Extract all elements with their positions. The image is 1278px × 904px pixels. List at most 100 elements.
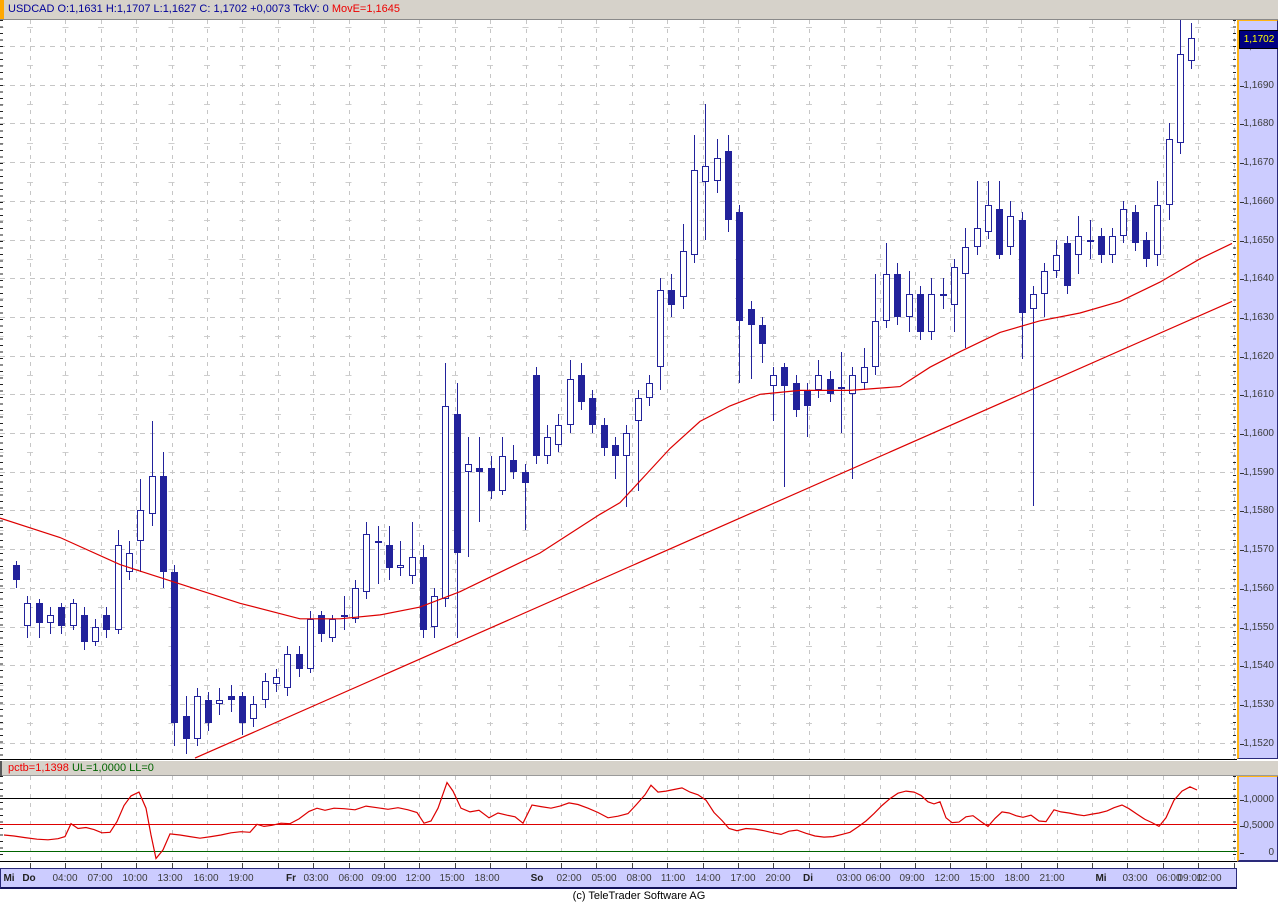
gridline-minor bbox=[0, 220, 1233, 222]
candle-body bbox=[1143, 239, 1150, 259]
time-axis-label: 09:00 bbox=[1177, 873, 1203, 884]
time-axis-day-label: Do bbox=[22, 873, 36, 884]
gridline-vertical bbox=[950, 776, 952, 860]
gridline-vertical bbox=[136, 20, 138, 759]
candle-wick bbox=[773, 367, 775, 422]
time-axis-label: 08:00 bbox=[626, 873, 652, 884]
time-tick bbox=[844, 863, 846, 868]
lower-level-text: LL=0 bbox=[129, 762, 154, 774]
price-axis-tick bbox=[1240, 356, 1244, 358]
time-tick bbox=[490, 863, 492, 868]
candle-body bbox=[984, 204, 992, 232]
candle-body bbox=[668, 289, 676, 306]
candle-body bbox=[826, 378, 834, 395]
active-symbol-marker-icon bbox=[0, 0, 4, 19]
candle-body bbox=[1154, 204, 1162, 255]
right-tick-column bbox=[1233, 776, 1236, 860]
gridline-vertical bbox=[30, 776, 31, 860]
price-axis[interactable]: 1,17001,16901,16801,16701,16601,16501,16… bbox=[1237, 20, 1278, 759]
price-axis-tick bbox=[1240, 627, 1244, 629]
gridline-vertical bbox=[1198, 776, 1200, 860]
gridline-minor bbox=[0, 65, 1233, 67]
gridline-vertical bbox=[844, 776, 846, 860]
symbol-ohlc-text: USDCAD O:1,1631 H:1,1707 L:1,1627 C: 1,1… bbox=[8, 3, 329, 15]
gridline-vertical bbox=[1056, 20, 1058, 759]
gridline-horizontal bbox=[0, 200, 1233, 202]
candle-body bbox=[532, 374, 540, 457]
price-axis-tick bbox=[1240, 472, 1244, 474]
candle-body bbox=[295, 653, 303, 670]
candle-body bbox=[871, 320, 879, 368]
gridline-vertical bbox=[561, 20, 562, 759]
time-axis-label: 13:00 bbox=[157, 873, 183, 884]
candle-body bbox=[996, 208, 1004, 255]
candle-body bbox=[69, 603, 77, 627]
gridline-minor bbox=[0, 568, 1233, 570]
time-axis-label: 04:00 bbox=[52, 873, 78, 884]
current-price-badge: 1,1702 bbox=[1239, 30, 1278, 50]
gridline-minor bbox=[0, 181, 1233, 183]
price-axis-label: 1,1610 bbox=[1243, 389, 1274, 401]
candle-body bbox=[193, 696, 201, 739]
indicator-panel-canvas[interactable] bbox=[0, 776, 1237, 860]
candle-body bbox=[623, 433, 631, 457]
indicator-axis-tick bbox=[1240, 799, 1244, 801]
candle-body bbox=[510, 460, 518, 472]
candle-body bbox=[962, 247, 970, 275]
candle-wick bbox=[468, 436, 469, 557]
candle-body bbox=[713, 158, 721, 182]
candle-body bbox=[114, 545, 122, 631]
time-tick bbox=[1127, 863, 1129, 868]
time-tick bbox=[277, 863, 279, 868]
time-tick bbox=[100, 863, 102, 868]
upper-band-line bbox=[0, 797, 1237, 799]
indicator-axis[interactable]: 1,0000 0,5000 0 bbox=[1237, 776, 1278, 862]
time-tick bbox=[136, 863, 138, 868]
gridline-vertical bbox=[30, 20, 31, 759]
gridline-vertical bbox=[631, 20, 633, 759]
gridline-vertical bbox=[525, 20, 527, 759]
candle-body bbox=[724, 150, 732, 221]
time-axis-label: 18:00 bbox=[1004, 873, 1030, 884]
candle-body bbox=[261, 680, 269, 700]
gridline-vertical bbox=[348, 20, 350, 759]
gridline-vertical bbox=[136, 776, 138, 860]
candle-body bbox=[126, 553, 133, 573]
gridline-vertical bbox=[844, 20, 846, 759]
candle-body bbox=[239, 696, 246, 724]
candle-body bbox=[917, 293, 924, 333]
gridline-vertical bbox=[490, 776, 492, 860]
price-axis-label: 1,1520 bbox=[1243, 737, 1274, 749]
gridline-vertical bbox=[808, 776, 810, 860]
time-axis[interactable]: Mi Do 04:00 07:00 10:00 13:00 16:00 19:00 Fr 03:0… bbox=[0, 868, 1237, 889]
candle-body bbox=[465, 464, 472, 472]
gridline-vertical bbox=[667, 776, 669, 860]
gridline-vertical bbox=[1162, 776, 1164, 860]
indicator-axis-tick bbox=[1240, 826, 1244, 828]
gridline-vertical bbox=[915, 20, 916, 759]
candle-body bbox=[1007, 216, 1015, 248]
candle-body bbox=[1165, 138, 1173, 205]
time-axis-tick-strip bbox=[0, 861, 1237, 869]
copyright-text: (c) TeleTrader Software AG bbox=[572, 890, 706, 902]
time-axis-label: 09:00 bbox=[899, 873, 925, 884]
indicator-axis-label: 1,0000 bbox=[1243, 793, 1274, 805]
gridline-vertical bbox=[667, 20, 669, 759]
gridline-horizontal bbox=[0, 626, 1233, 628]
mid-band-line bbox=[0, 824, 1237, 826]
gridline-vertical bbox=[65, 20, 67, 759]
price-axis-tick bbox=[1240, 201, 1244, 203]
time-tick bbox=[808, 863, 810, 868]
time-axis-day-label: Mi bbox=[3, 873, 15, 884]
gridline-vertical bbox=[65, 776, 67, 860]
gridline-vertical bbox=[207, 20, 208, 759]
main-candlestick-chart-canvas[interactable] bbox=[0, 20, 1237, 760]
gridline-vertical bbox=[207, 776, 208, 860]
candle-body bbox=[397, 564, 405, 569]
time-axis-label: 06:00 bbox=[338, 873, 364, 884]
price-axis-label: 1,1670 bbox=[1243, 157, 1274, 169]
candle-body bbox=[521, 471, 529, 484]
indicator-axis-tick bbox=[1240, 853, 1244, 854]
pctb-value-text: pctb=1,1398 bbox=[8, 762, 69, 774]
gridline-vertical bbox=[454, 20, 456, 759]
